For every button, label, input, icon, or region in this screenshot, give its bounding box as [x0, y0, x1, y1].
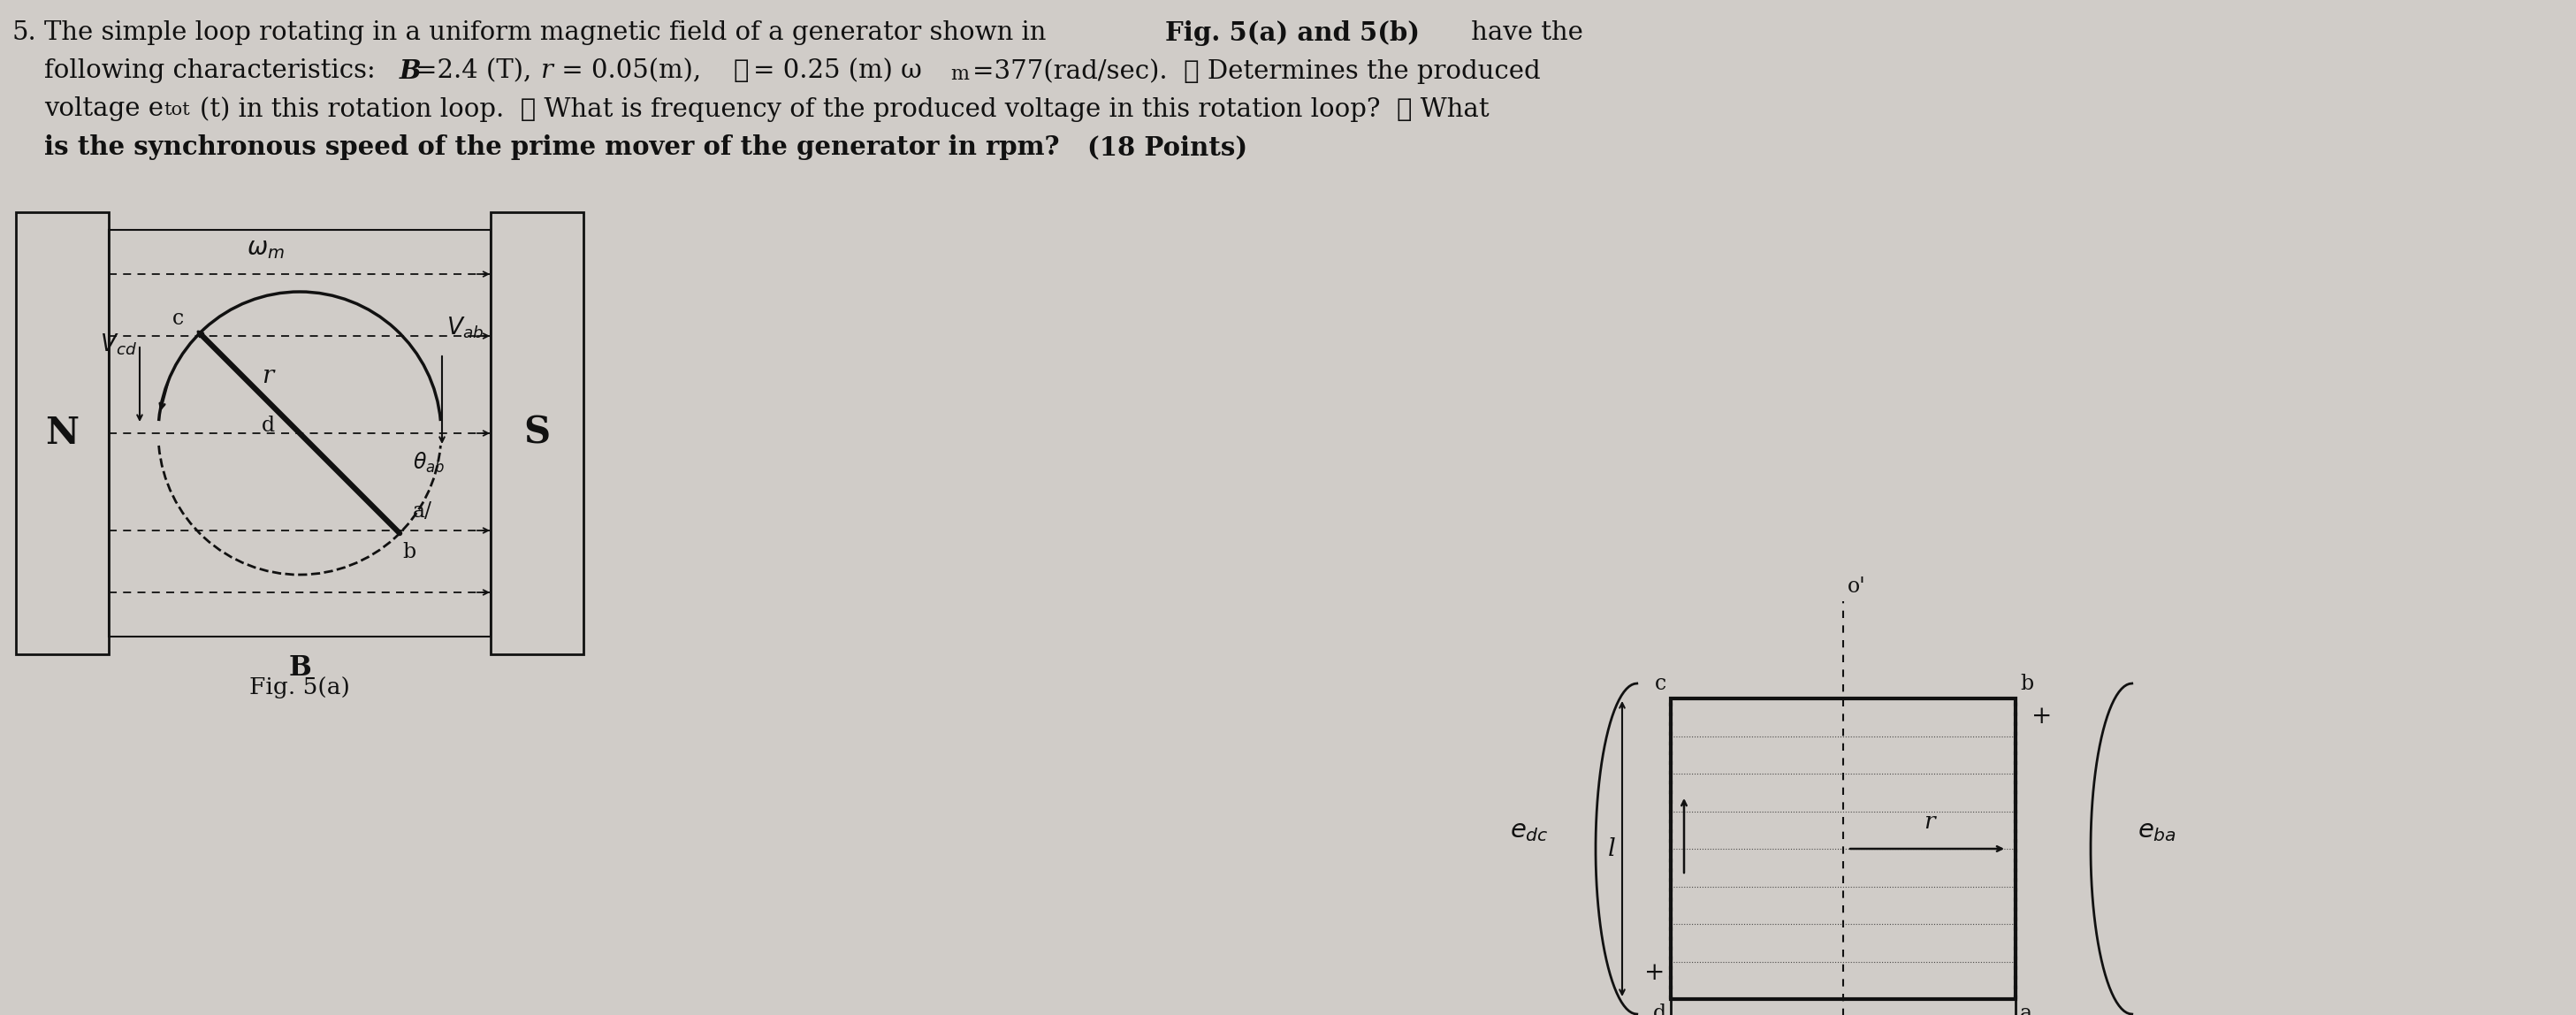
Text: is the synchronous speed of the prime mover of the generator in rpm?: is the synchronous speed of the prime mo… [44, 134, 1069, 160]
Text: $e_{ba}$: $e_{ba}$ [2138, 819, 2177, 843]
Text: d: d [263, 416, 276, 436]
Bar [1672, 698, 2014, 999]
Text: (18 Points): (18 Points) [1087, 134, 1247, 160]
Bar [108, 229, 489, 636]
Text: d: d [1654, 1004, 1667, 1015]
Bar [15, 212, 108, 655]
Text: 5.: 5. [13, 20, 36, 45]
Text: $\omega_m$: $\omega_m$ [247, 236, 283, 261]
Text: m: m [951, 65, 969, 84]
Text: b: b [2020, 674, 2032, 694]
Text: $\theta_{ab}$: $\theta_{ab}$ [412, 451, 446, 475]
Text: = 0.05(m),: = 0.05(m), [554, 58, 726, 83]
Text: +: + [1643, 960, 1664, 985]
Text: =377(rad/sec).  ① Determines the produced: =377(rad/sec). ① Determines the produced [971, 58, 1540, 84]
Text: r: r [541, 58, 554, 83]
Text: voltage e: voltage e [44, 96, 162, 121]
Text: o': o' [1847, 577, 1865, 597]
Text: $V_{ab}$: $V_{ab}$ [446, 316, 484, 340]
Text: r: r [263, 364, 273, 388]
Text: ℓ: ℓ [734, 58, 750, 83]
Text: a/: a/ [412, 501, 433, 522]
Text: Fig. 5(a): Fig. 5(a) [250, 676, 350, 698]
Text: b: b [402, 542, 415, 562]
Text: c: c [1654, 674, 1667, 694]
Text: $e_{dc}$: $e_{dc}$ [1510, 819, 1548, 843]
Text: r: r [1924, 811, 1935, 833]
Text: following characteristics:: following characteristics: [44, 58, 384, 83]
Text: (t) in this rotation loop.  ② What is frequency of the produced voltage in this : (t) in this rotation loop. ② What is fre… [201, 96, 1489, 122]
Text: tot: tot [162, 102, 191, 119]
Text: N: N [46, 415, 80, 452]
Text: c: c [173, 309, 183, 329]
Text: B: B [289, 655, 312, 682]
Text: $V_{cd}$: $V_{cd}$ [100, 332, 137, 357]
Text: The simple loop rotating in a uniform magnetic field of a generator shown in: The simple loop rotating in a uniform ma… [44, 20, 1054, 45]
Text: +: + [2032, 704, 2053, 728]
Text: =2.4 (T),: =2.4 (T), [415, 58, 541, 83]
Text: B: B [399, 58, 422, 84]
Text: have the: have the [1463, 20, 1584, 45]
Text: S: S [523, 415, 551, 452]
Text: l: l [1607, 836, 1615, 861]
Text: a: a [2020, 1004, 2032, 1015]
Text: = 0.25 (m) ω: = 0.25 (m) ω [752, 58, 922, 83]
Bar [489, 212, 582, 655]
Text: Fig. 5(a) and 5(b): Fig. 5(a) and 5(b) [1164, 20, 1419, 46]
